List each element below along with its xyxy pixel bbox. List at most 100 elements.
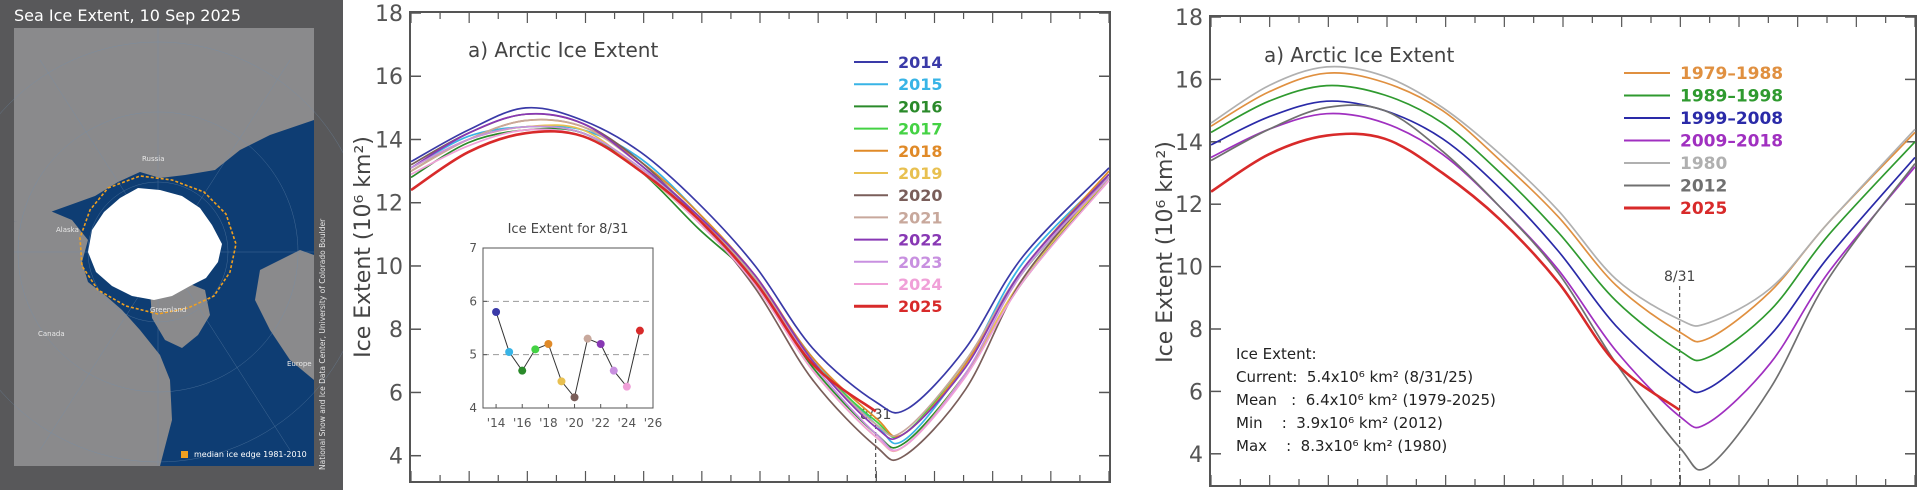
legend-label: 2014: [898, 53, 943, 72]
inset-gridlines: [483, 300, 653, 356]
legend-label: 2019: [898, 164, 943, 183]
legend-label: 1980: [1680, 154, 1727, 174]
series-line-2021: [410, 118, 1110, 437]
inset-point-2021: [583, 334, 592, 343]
legend-label: 2023: [898, 253, 943, 272]
x-axis-ticks: [410, 13, 1110, 481]
y-tick-label: 6: [389, 381, 403, 406]
inset-point-2024: [622, 382, 631, 391]
inset-point-2025: [635, 326, 644, 335]
y-tick-label: 16: [1175, 68, 1203, 93]
y-axis-label: Ice Extent (10⁶ km²): [351, 136, 376, 358]
date-marker-label: 8/31: [1664, 269, 1695, 285]
map-median-ice-edge: [79, 175, 237, 315]
inset-x-tick-label: '14: [487, 416, 506, 430]
map-label-europe: Europe: [287, 360, 312, 368]
y-tick-label: 18: [375, 2, 403, 27]
sea-ice-map: [0, 28, 343, 466]
inset-title: Ice Extent for 8/31: [508, 222, 629, 237]
series-group: [410, 106, 1110, 462]
plot-frame: [1209, 15, 1917, 487]
map-label-alaska: Alaska: [56, 226, 79, 234]
series-line-2022: [410, 112, 1110, 441]
y-axis-ticks: 4 6 8 10 12 14 16 18: [375, 2, 1109, 470]
median-edge-swatch: [181, 451, 188, 458]
legend-label: 2020: [898, 186, 943, 205]
legend-label: 2025: [1680, 199, 1727, 219]
stats-max: Max : 8.3x10⁶ km² (1980): [1236, 437, 1447, 455]
arctic-extent-chart-yearly: 4 6 8 10 12 14 16 18 Ice Extent (10⁶ km²) a) Ar…: [351, 2, 1111, 483]
arctic-extent-chart-decadal: 4 6 8 10 12 14 16 18 Ice Extent (10⁶ km²) a) Ar…: [1153, 6, 1917, 487]
legend-label: 2012: [1680, 177, 1727, 197]
legend-label: 2022: [898, 231, 943, 250]
plot-frame: [409, 11, 1111, 483]
series-line-2014: [410, 106, 1110, 414]
map-credit: National Snow and Ice Data Center, Unive…: [318, 218, 327, 470]
legend-label: 1989–1998: [1680, 87, 1783, 107]
chart-title: a) Arctic Ice Extent: [468, 38, 658, 62]
stats-heading: Ice Extent:: [1236, 345, 1317, 363]
inset-point-2023: [609, 366, 618, 375]
inset-x-tick-label: '16: [513, 416, 532, 430]
y-tick-label: 8: [389, 318, 403, 343]
x-axis-ticks: [1210, 17, 1916, 485]
y-tick-label: 4: [1189, 443, 1203, 468]
map-land-greenland: [150, 282, 210, 348]
y-tick-label: 18: [1175, 6, 1203, 31]
series-line-2025: [410, 130, 877, 413]
map-title: Sea Ice Extent, 10 Sep 2025: [14, 6, 242, 25]
legend-label: 2015: [898, 75, 943, 94]
series-line-2012: [1210, 104, 1916, 471]
inset-point-2018: [544, 340, 553, 348]
inset-chart: Ice Extent for 8/31 4 5 6 7 '14 '16 '18 '20 '22 '…: [469, 222, 662, 430]
series-line-1980: [1210, 65, 1916, 327]
y-tick-label: 14: [1175, 131, 1203, 156]
y-tick-label: 8: [1189, 318, 1203, 343]
y-tick-label: 4: [389, 445, 403, 470]
legend-label: 2009–2018: [1680, 132, 1783, 152]
inset-y-tick-label: 5: [469, 348, 477, 362]
series-line-1989-1998: [1210, 84, 1916, 362]
date-marker: 8/31: [1664, 269, 1695, 486]
legend: 2014 2015 2016 2017 2018 2019 2020 2021 2022 2023…: [854, 53, 943, 316]
y-tick-label: 14: [375, 128, 403, 153]
legend-label: 2018: [898, 142, 943, 161]
map-sea-ice: [88, 188, 222, 300]
y-axis-ticks: 4 6 8 10 12 14 16 18: [1175, 6, 1915, 468]
stats-mean: Mean : 6.4x10⁶ km² (1979-2025): [1236, 391, 1496, 409]
y-tick-label: 6: [1189, 380, 1203, 405]
legend-label: 2021: [898, 208, 943, 227]
inset-frame: [482, 247, 654, 409]
legend-label: 2025: [898, 297, 943, 316]
inset-ticks: 4 5 6 7 '14 '16 '18 '20 '22 '24 '26: [469, 241, 662, 430]
legend-label: 2024: [898, 275, 943, 294]
series-line-2025: [1210, 132, 1681, 412]
inset-x-tick-label: '26: [644, 416, 663, 430]
y-tick-label: 10: [375, 255, 403, 280]
legend-label: 1999–2008: [1680, 109, 1783, 129]
inset-point-2016: [518, 366, 527, 375]
inset-y-tick-label: 6: [469, 294, 477, 308]
series-line-1979-1988: [1210, 72, 1916, 343]
stats-current: Current: 5.4x10⁶ km² (8/31/25): [1236, 368, 1473, 386]
inset-y-tick-label: 7: [469, 241, 477, 255]
legend-label: 2017: [898, 120, 943, 139]
inset-point-2015: [505, 348, 514, 356]
inset-point-2019: [557, 377, 566, 386]
inset-point-2022: [596, 340, 605, 348]
map-label-greenland: Greenland: [150, 306, 187, 314]
inset-points: [492, 308, 644, 402]
map-land-europe: [255, 250, 314, 380]
map-legend: median ice edge 1981-2010: [181, 450, 307, 459]
inset-x-tick-label: '24: [618, 416, 637, 430]
inset-point-2014: [492, 308, 501, 316]
legend-label: 1979–1988: [1680, 64, 1783, 84]
y-tick-label: 10: [1175, 256, 1203, 281]
y-axis-label: Ice Extent (10⁶ km²): [1153, 141, 1178, 363]
legend-label: 2016: [898, 97, 943, 116]
y-tick-label: 12: [1175, 193, 1203, 218]
series-line-2024: [410, 128, 1110, 452]
y-tick-label: 12: [375, 192, 403, 217]
inset-x-tick-label: '18: [539, 416, 558, 430]
